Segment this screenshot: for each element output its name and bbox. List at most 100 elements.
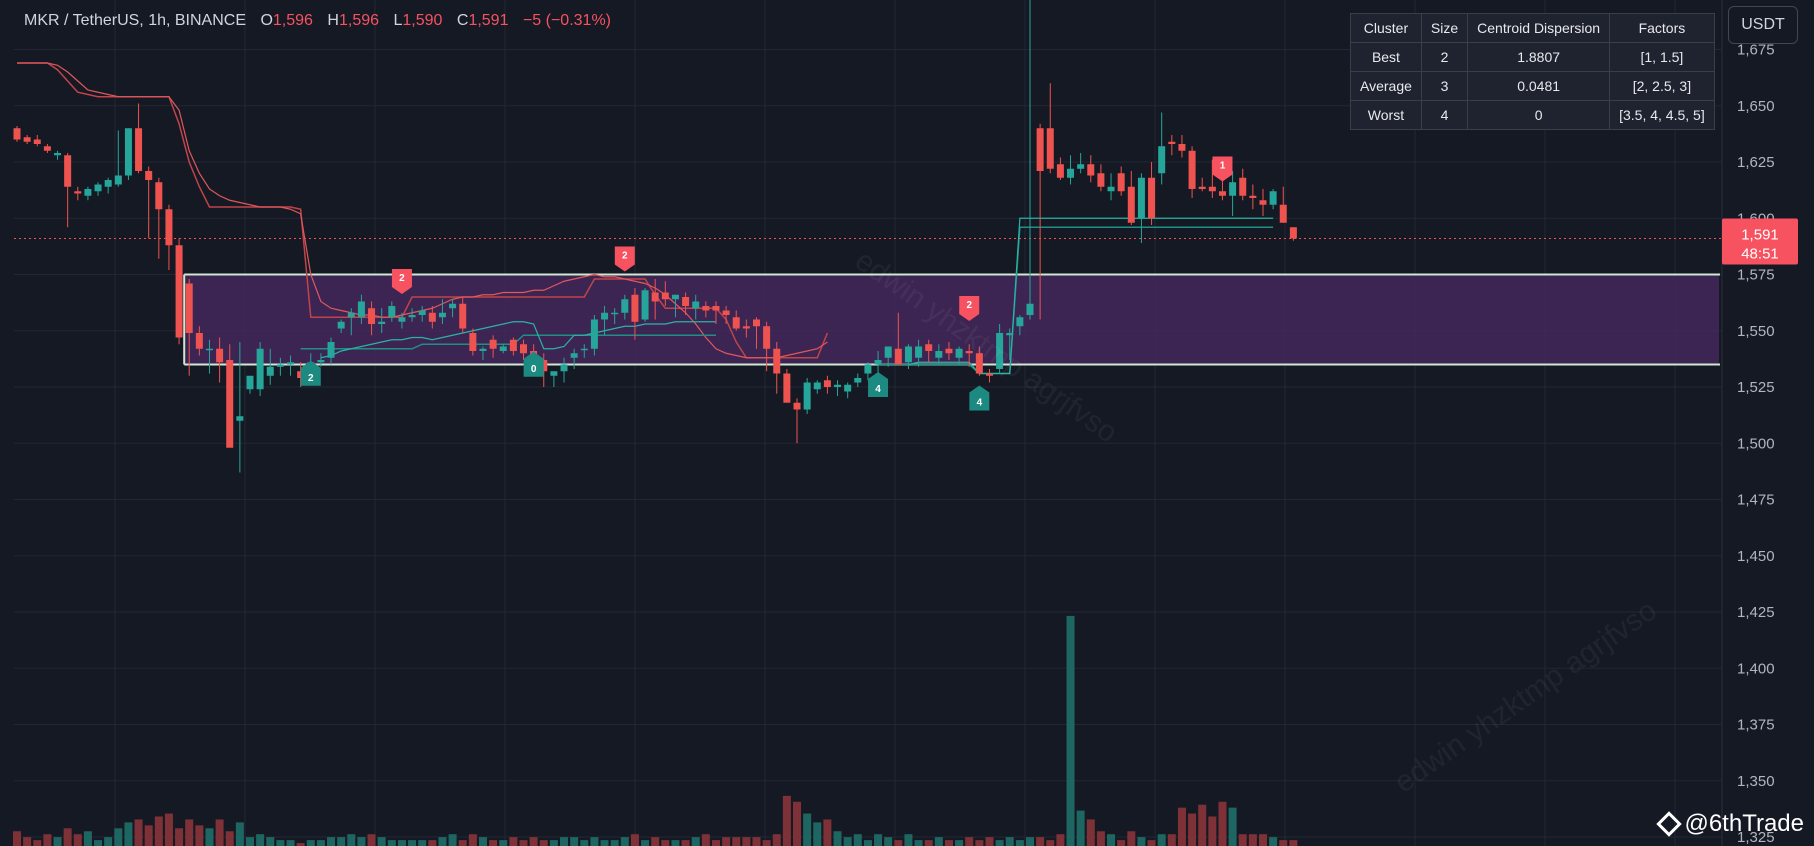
candle (135, 103, 143, 174)
volume-bar (985, 837, 994, 846)
bearish-signal-marker: 2 (959, 296, 980, 321)
volume-bar (1157, 834, 1166, 846)
volume-bar (752, 837, 761, 846)
candle-body (520, 344, 527, 354)
signal-shape (969, 385, 990, 411)
volume-bar (387, 840, 396, 846)
price-tag-countdown: 48:51 (1741, 246, 1779, 263)
candle (23, 135, 31, 144)
candle-body (631, 294, 639, 322)
candle (661, 281, 669, 306)
candle-body (428, 312, 436, 322)
candle-body (712, 306, 720, 311)
candle (74, 186, 82, 201)
volume-bar (266, 837, 275, 846)
bearish-signal-marker: 2 (391, 269, 412, 294)
candle (1137, 173, 1145, 243)
volume-bar (256, 834, 265, 846)
candle-body (1006, 333, 1014, 336)
candle (874, 351, 882, 374)
candle-body (216, 348, 224, 363)
candle (449, 299, 457, 318)
cluster-table-header: Cluster Size Centroid Dispersion Factors (1350, 13, 1715, 43)
candle-body (965, 351, 973, 354)
candle-body (165, 209, 173, 246)
candle-body (904, 346, 912, 363)
volume-bar (894, 840, 903, 846)
volume-bar (53, 837, 62, 846)
candle (276, 357, 284, 376)
candle (509, 337, 517, 356)
table-cell: Average (1350, 71, 1422, 101)
candle-body (175, 245, 183, 338)
candle (540, 353, 548, 387)
signal-label: 1 (1220, 161, 1226, 172)
candle (763, 321, 771, 372)
candle-body (13, 128, 21, 140)
candle (499, 344, 507, 354)
candlesticks (13, 0, 1297, 473)
volume-bar (316, 840, 325, 846)
candle (297, 362, 305, 387)
candle-body (84, 189, 92, 196)
symbol-title: MKR / TetherUS, 1h, BINANCE (24, 12, 246, 29)
candle (1168, 135, 1176, 156)
volume-bar (499, 840, 508, 846)
candle-body (611, 312, 619, 315)
price-axis-bg[interactable] (1722, 0, 1814, 846)
candle-body (104, 180, 112, 187)
candle (611, 308, 619, 324)
candle-body (1036, 128, 1044, 171)
volume-bar (995, 840, 1004, 846)
candle-body (145, 171, 153, 180)
currency-button[interactable]: USDT (1728, 6, 1798, 44)
candle-body (489, 339, 497, 349)
price-tick-label: 1,475 (1737, 492, 1775, 509)
volume-bar (448, 834, 457, 846)
candle-body (54, 153, 62, 156)
candle (1178, 135, 1186, 158)
volume-bar (1279, 840, 1288, 846)
volume-bar (23, 837, 32, 846)
table-row: Average 3 0.0481 [2, 2.5, 3] (1350, 71, 1715, 101)
candle-body (975, 353, 983, 374)
candle (368, 301, 376, 336)
table-cell: 2 (1420, 42, 1469, 72)
volume-bar (793, 801, 802, 846)
candle-body (438, 312, 446, 318)
volume-bar (1167, 834, 1176, 846)
candle (1148, 162, 1156, 225)
volume-bar (590, 837, 599, 846)
candle (378, 308, 386, 333)
open-value: 1,596 (272, 12, 313, 29)
change-value: −5 (−0.31%) (522, 12, 611, 29)
candle-body (357, 301, 365, 318)
candle (813, 380, 821, 394)
volume-bar (73, 834, 82, 846)
volume-bar (43, 834, 52, 846)
candle (570, 348, 578, 369)
candle-body (1229, 182, 1237, 196)
cluster-table: Cluster Size Centroid Dispersion Factors… (1350, 13, 1715, 130)
volume-bar (63, 828, 72, 846)
candle (124, 128, 132, 180)
price-tag: 1,591 48:51 (1722, 218, 1798, 265)
candle (996, 324, 1004, 374)
candle (955, 346, 963, 365)
signal-shape (868, 372, 889, 397)
price-tag-box (1722, 218, 1798, 265)
volume-bar (104, 837, 113, 846)
candle-body (702, 306, 710, 311)
candle-body (935, 351, 943, 358)
candle-body (1239, 177, 1247, 196)
signal-label: 2 (622, 251, 628, 262)
candle (560, 357, 568, 383)
candle (1056, 157, 1064, 180)
candle-body (368, 308, 376, 324)
volume-bar (1177, 807, 1186, 846)
volume-bar (205, 828, 214, 846)
candle-body (297, 371, 305, 378)
candle-body (550, 371, 558, 376)
volume-bar (1269, 837, 1278, 846)
